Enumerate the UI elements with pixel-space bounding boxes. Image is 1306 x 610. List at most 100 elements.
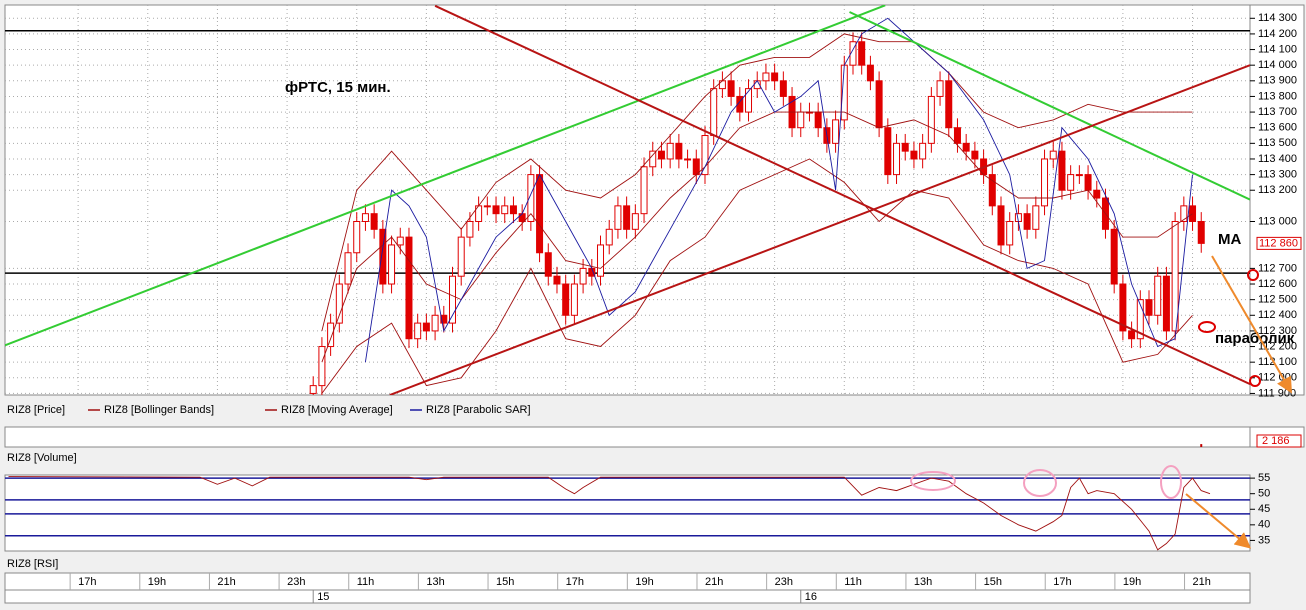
x-tick-label: 17h [78,576,96,588]
parabolic-sar [364,17,1193,363]
y-tick-label: 112 100 [1258,356,1297,368]
volume-panel [4,426,1251,448]
candle-body [1171,220,1179,332]
candle-body [901,142,909,152]
y-tick-label: 112 000 [1258,372,1297,384]
y-tick-label: 35 [1258,534,1270,546]
volume-box [1256,434,1302,448]
last-price-label: 112 860 [1259,237,1298,249]
y-tick-label: 45 [1258,503,1270,515]
legend-entry: RIZ8 [Bollinger Bands] [104,404,214,416]
candle-body [779,80,787,97]
candle-body [449,275,457,324]
candle-body [509,205,517,215]
candle-body [736,95,744,113]
candle-body [771,72,779,82]
candle-body [953,127,961,144]
candle-body [327,322,335,348]
x-tick-label: 23h [775,576,793,588]
candle-body [1075,174,1083,177]
candle-body [640,166,648,215]
x-tick-label: 21h [1193,576,1211,588]
bollinger-band [321,33,1193,332]
candle-body [562,283,570,316]
panel-label: RIZ8 [RSI] [7,558,58,570]
y-tick-label: 112 400 [1258,309,1297,321]
y-tick-label: 113 400 [1258,153,1297,165]
candle-body [1067,174,1075,191]
candle-body [893,142,901,176]
marker-circle [1247,269,1259,281]
y-tick-label: 114 200 [1258,28,1297,40]
candle-body [1093,189,1101,199]
candle-body [866,64,874,82]
candle-body [361,213,369,222]
x-tick-label: 19h [1123,576,1141,588]
x-tick-label: 21h [705,576,723,588]
candle-body [875,80,883,129]
candle-body [605,228,613,246]
candle-body [1154,275,1162,316]
y-tick-label: 40 [1258,519,1270,531]
trend-line [849,11,1250,201]
candle-body [466,220,474,238]
date-label: 16 [805,591,817,603]
date-label: 15 [317,591,329,603]
candle-body [579,267,587,285]
annotation: фРТС, 15 мин. [285,79,391,96]
candle-body [997,205,1005,246]
y-tick-label: 113 700 [1258,106,1297,118]
legend-entry: RIZ8 [Parabolic SAR] [426,404,531,416]
x-tick-label: 11h [844,576,862,588]
candle-body [597,244,605,277]
candle-body [762,72,770,82]
candle-body [440,314,448,324]
candle-body [318,346,326,387]
x-tick-label: 17h [566,576,584,588]
candle-body [335,283,343,324]
candle-body [614,205,622,230]
marker-circle [910,471,956,491]
candle-body [1136,299,1144,340]
y-tick-label: 55 [1258,472,1270,484]
candle-body [919,142,927,160]
candle-body [553,275,561,285]
marker-circle [1249,375,1261,387]
x-tick-label: 19h [635,576,653,588]
y-tick-label: 112 500 [1258,294,1297,306]
bollinger-band [321,158,1193,394]
price-panel [4,4,1251,396]
candle-body [718,80,726,90]
trend-line [5,5,886,347]
candle-body [1110,228,1118,285]
y-tick-label: 112 600 [1258,278,1297,290]
candle-body [422,322,430,332]
candle-body [431,314,439,332]
y-tick-label: 113 600 [1258,122,1297,134]
candle-body [884,127,892,176]
candle-body [1180,205,1188,222]
y-tick-label: 112 300 [1258,325,1297,337]
candle-body [396,236,404,246]
candle-body [405,236,413,340]
last-price-box [1256,236,1302,250]
y-tick-label: 112 200 [1258,340,1297,352]
volume-bar [1200,444,1203,447]
candle-body [492,205,500,215]
moving-average [321,111,1193,363]
candle-body [544,252,552,277]
x-tick-label: 15h [496,576,514,588]
candle-body [745,88,753,113]
trend-line [434,5,1250,386]
candle-body [927,95,935,144]
x-tick-label: 21h [217,576,235,588]
candle-body [353,220,361,254]
candle-body [1162,275,1170,332]
candle-body [649,150,657,168]
candle-body [518,213,526,222]
marker-circle [1198,321,1216,333]
candle-body [527,174,535,222]
x-tick-label: 15h [984,576,1002,588]
candle-body [701,135,709,176]
